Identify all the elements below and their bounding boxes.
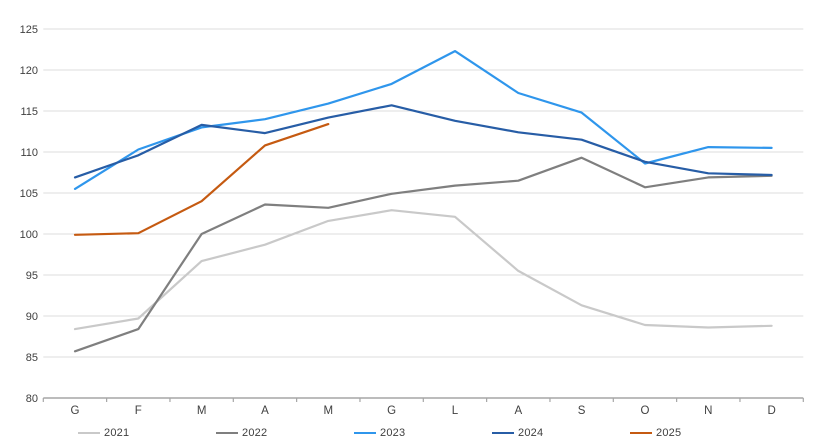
y-axis-label: 115 <box>20 106 38 118</box>
legend-item-2024[interactable]: 2024 <box>492 424 543 442</box>
legend-label: 2024 <box>518 427 544 439</box>
legend-swatch-2023 <box>354 431 376 435</box>
line-chart: 80 85 90 95 100 105 110 115 120 125 G F M A M G L A S O N D <box>20 24 804 417</box>
y-axis-label: 125 <box>20 24 38 36</box>
legend-label: 2021 <box>104 427 130 439</box>
x-axis-label: M <box>324 405 334 417</box>
x-axis-label: S <box>578 405 586 417</box>
series-line-2024[interactable] <box>73 104 773 179</box>
legend-swatch-2022 <box>216 431 238 435</box>
legend-item-2023[interactable]: 2023 <box>354 424 405 442</box>
y-axis-label: 100 <box>20 229 38 241</box>
legend-swatch-2025 <box>630 431 652 435</box>
legend-label: 2025 <box>656 427 682 439</box>
series-line-2021[interactable] <box>73 209 773 331</box>
series-line-2022[interactable] <box>73 156 773 353</box>
x-axis-label: F <box>135 405 142 417</box>
x-axis-label: N <box>704 405 712 417</box>
legend-item-2021[interactable]: 2021 <box>78 424 129 442</box>
series-line-2025[interactable] <box>73 122 330 236</box>
x-axis-label: M <box>197 405 207 417</box>
legend-label: 2023 <box>380 427 406 439</box>
y-axis-label: 110 <box>20 147 38 159</box>
x-axis-label: D <box>767 405 775 417</box>
x-axis-label: O <box>640 405 649 417</box>
x-axis-label: A <box>514 405 522 417</box>
series-line-2023[interactable] <box>73 49 773 190</box>
x-axis-label: A <box>261 405 269 417</box>
chart-legend: 2021 2022 2023 2024 2025 <box>0 424 820 444</box>
y-axis-label: 120 <box>20 65 38 77</box>
y-axis-label: 80 <box>26 393 38 405</box>
y-axis-label: 95 <box>26 270 38 282</box>
y-axis-label: 90 <box>26 311 38 323</box>
x-axis-label: L <box>452 405 459 417</box>
legend-label: 2022 <box>242 427 268 439</box>
legend-item-2025[interactable]: 2025 <box>630 424 681 442</box>
legend-swatch-2024 <box>492 431 514 435</box>
x-axis-label: G <box>70 405 79 417</box>
y-axis-label: 105 <box>20 188 38 200</box>
legend-item-2022[interactable]: 2022 <box>216 424 267 442</box>
x-axis-label: G <box>387 405 396 417</box>
legend-swatch-2021 <box>78 431 100 435</box>
y-axis-label: 85 <box>26 352 38 364</box>
